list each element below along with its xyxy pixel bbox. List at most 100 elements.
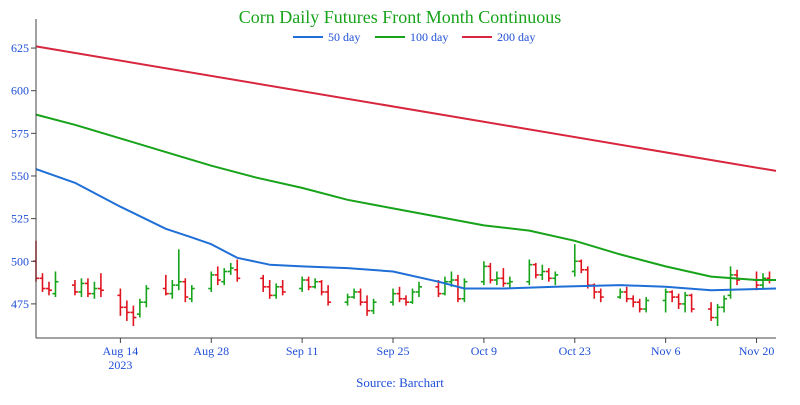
ohlc-bar [597,288,604,303]
y-tick-label: 625 [11,41,29,55]
ohlc-bar [461,278,468,303]
plot-area [33,45,777,327]
ohlc-bar [39,273,46,292]
x-tick-label: Nov 20 [739,344,775,358]
ohlc-bar [390,288,397,306]
ohlc-bar [721,295,728,313]
ohlc-bar [630,295,637,308]
ohlc-bar [643,297,650,313]
ohlc-bar [266,280,273,299]
ohlc-bar [636,298,643,313]
legend: 50 day 100 day 200 day [293,30,535,44]
ohlc-bar [435,280,442,298]
ohlc-bar [552,271,559,286]
ohlc-bar [260,274,267,292]
ohlc-bar [97,273,104,298]
ohlc-bar [123,300,130,321]
ohlc-bar [279,280,286,296]
ohlc-bar [182,278,189,303]
y-tick-label: 525 [11,212,29,226]
ohlc-bar [221,268,228,286]
ohlc-bar [506,276,513,289]
ohlc-bar [299,276,306,292]
ohlc-bar [415,281,422,298]
y-tick-label: 500 [11,254,29,268]
ohlc-bar [727,266,734,299]
legend-item: 100 day [375,30,448,44]
ohlc-bar [208,271,215,292]
ohlc-bar [130,305,137,327]
ohlc-bar [162,274,169,296]
ohlc-bar [305,276,312,291]
series-line-200-day [35,45,777,172]
ohlc-bar [708,302,715,321]
ohlc-bar [357,288,364,306]
series-line-50-day [35,168,777,292]
ohlc-bar [344,293,351,306]
ohlc-bar [84,278,91,298]
ohlc-bar [441,276,448,296]
chart-source: Source: Barchart [356,375,444,390]
ohlc-bar [91,281,98,299]
ohlc-bar [766,271,773,284]
ohlc-bar [396,286,403,303]
x-tick-label: Sep 25 [377,344,410,358]
legend-item: 200 day [462,30,535,44]
ohlc-bar [234,259,241,282]
ohlc-bar [370,298,377,315]
ohlc-bar [175,249,182,291]
y-tick-label: 550 [11,169,29,183]
ohlc-bar [52,271,59,298]
ohlc-bar [500,268,507,287]
legend-label: 200 day [497,30,535,44]
ohlc-bar [318,280,325,296]
ohlc-bar [669,290,676,303]
ohlc-bar [364,295,371,316]
ohlc-bar [143,285,150,308]
ohlc-bar [403,295,409,306]
ohlc-bar [273,283,280,299]
ohlc-bar [227,262,234,275]
ohlc-bar [539,264,546,281]
ohlc-bar [493,271,500,286]
ohlc-bar [734,269,741,286]
ohlc-bar [617,288,624,299]
ohlc-bar [480,261,487,286]
ohlc-bar [545,268,552,282]
ohlc-bar [682,291,689,313]
ohlc-bar [578,259,585,274]
ohlc-bar [571,244,578,277]
chart-title: Corn Daily Futures Front Month Continuou… [239,7,562,27]
x-tick-label: Oct 23 [559,344,591,358]
x-tick-label: Aug 28 [193,344,229,358]
y-tick-label: 600 [11,84,29,98]
y-tick-label: 575 [11,126,29,140]
ohlc-bar [526,259,533,286]
ohlc-bar [454,274,461,303]
ohlc-bar [688,293,695,313]
ohlc-bar [169,280,176,299]
ohlc-bar [409,288,416,304]
ohlc-bar [675,293,682,310]
y-tick-label: 475 [11,297,29,311]
ohlc-bar [71,280,78,296]
x-tick-label: Oct 9 [471,344,497,358]
ohlc-bar [623,286,630,303]
ohlc-bar [214,266,221,286]
ohlc-bar [714,303,721,327]
ohlc-bar [188,285,195,303]
x-tick-label: Nov 6 [651,344,681,358]
ohlc-bar [45,281,52,296]
x-tick-label: Aug 14 [103,344,139,358]
x-tick-sublabel: 2023 [108,358,132,372]
ohlc-bar [78,278,85,298]
ohlc-bar [662,288,669,313]
legend-label: 50 day [328,30,360,44]
ohlc-bar [351,288,358,299]
ohlc-bar [136,298,143,318]
ohlc-bar [312,278,319,289]
x-tick-label: Sep 11 [286,344,319,358]
